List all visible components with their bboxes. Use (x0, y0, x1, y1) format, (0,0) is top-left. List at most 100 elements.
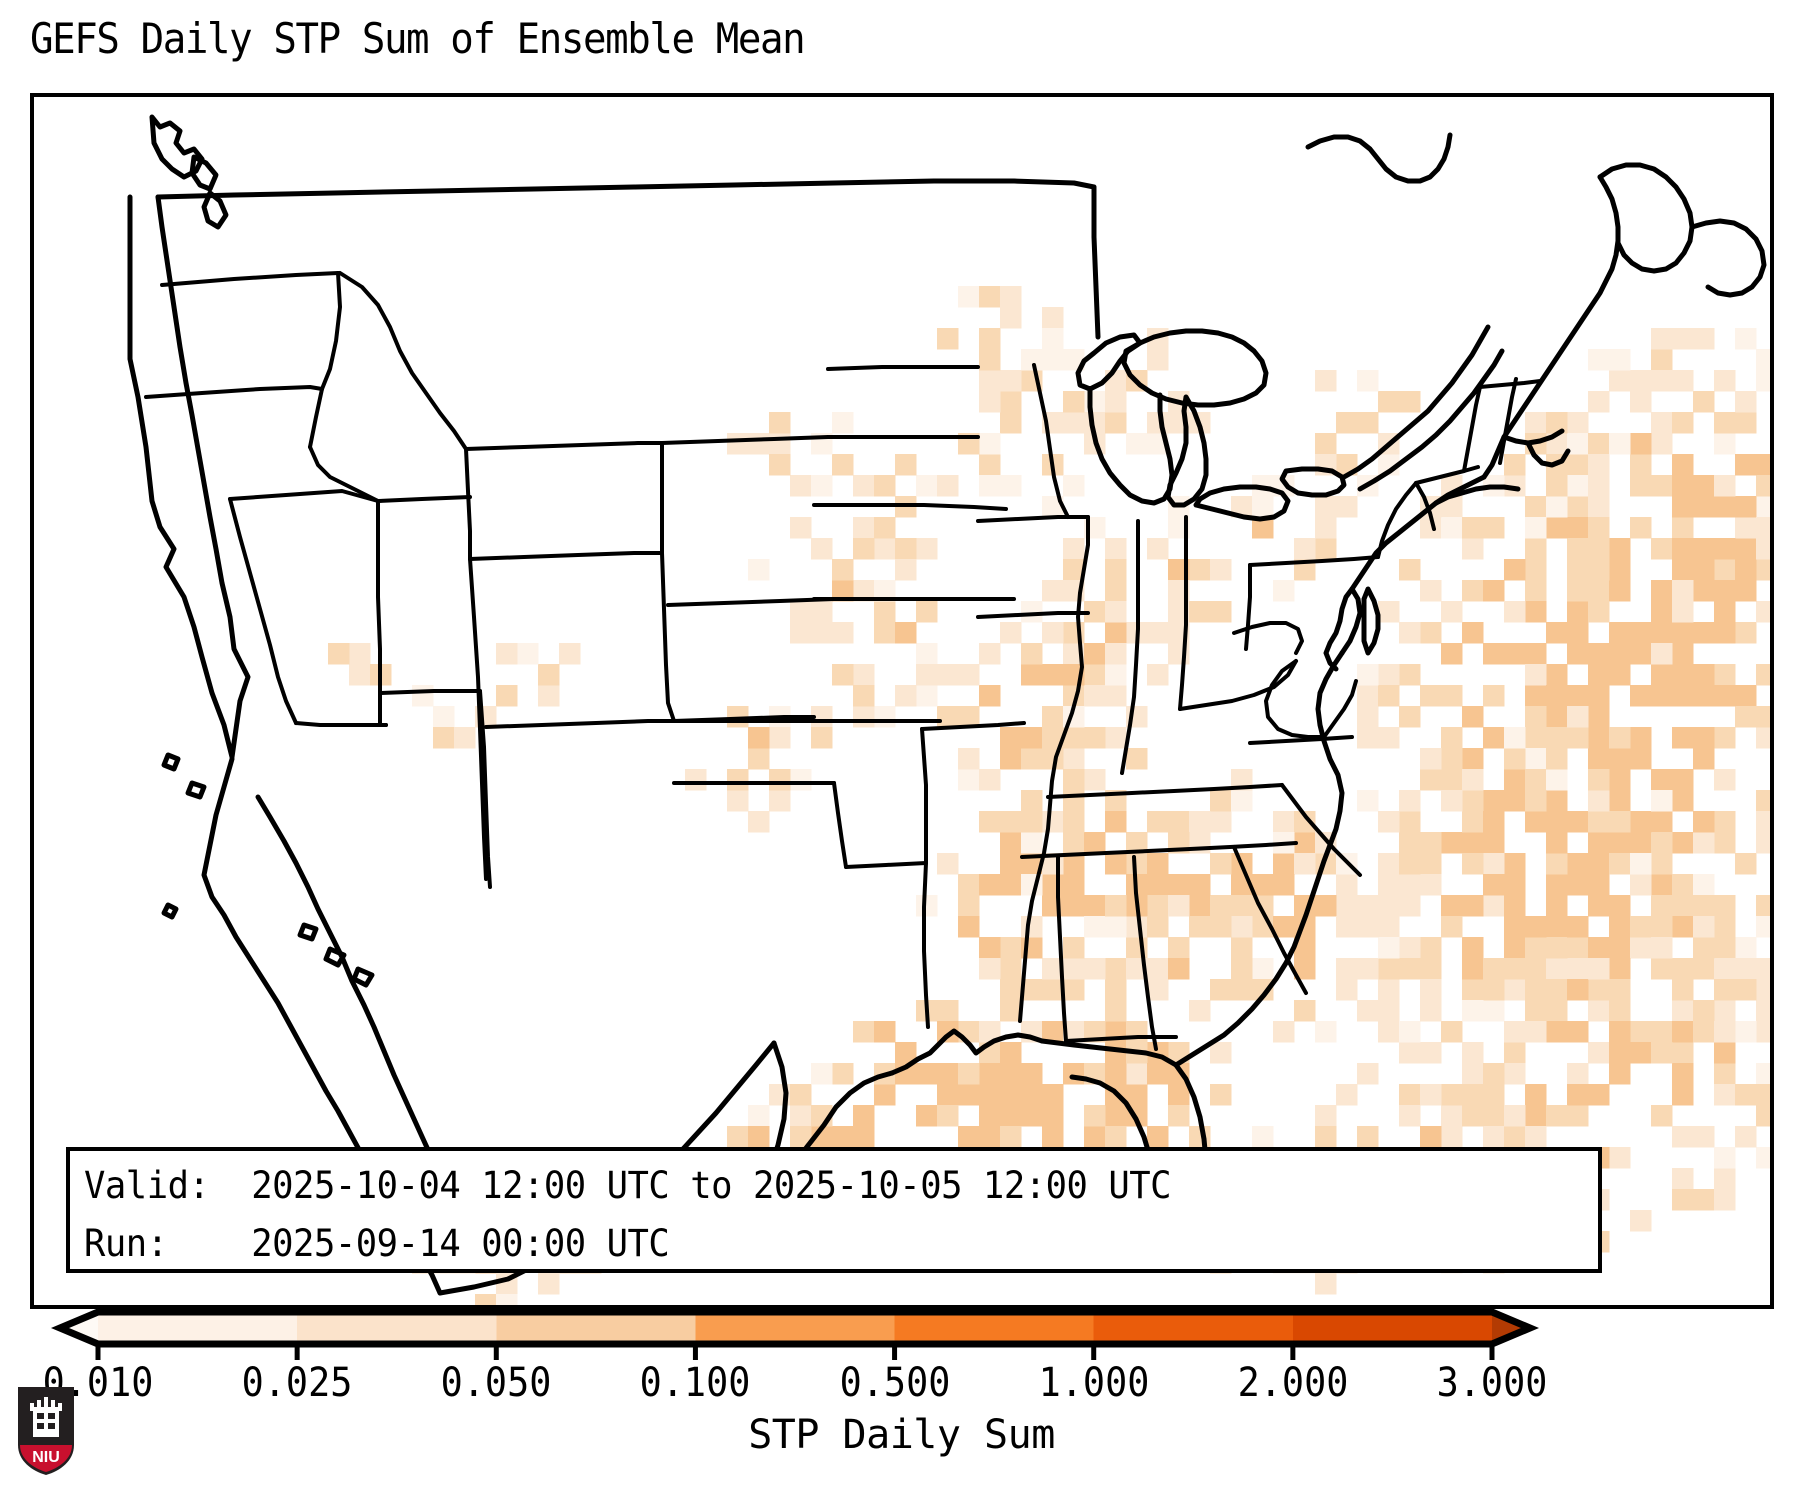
page-title: GEFS Daily STP Sum of Ensemble Mean (30, 14, 806, 63)
data-cell (496, 643, 518, 665)
data-cell (1000, 1042, 1022, 1064)
data-cell (937, 328, 959, 350)
data-cell (1378, 811, 1400, 833)
data-cell (1441, 916, 1463, 938)
data-cell (1651, 769, 1673, 791)
data-cell (1042, 664, 1064, 686)
data-cell (1378, 937, 1400, 959)
data-cell (1651, 874, 1673, 896)
data-cell (1189, 874, 1211, 896)
data-cell (1399, 622, 1421, 644)
data-cell (517, 643, 539, 665)
data-cell (1210, 916, 1232, 938)
data-cell (1147, 622, 1169, 644)
data-cell (1462, 790, 1484, 812)
data-cell (1693, 1000, 1715, 1022)
data-cell (1693, 1021, 1715, 1043)
data-cell (1504, 1042, 1526, 1064)
data-cell (1651, 622, 1673, 644)
data-cell (1021, 1084, 1043, 1106)
data-cell (1525, 643, 1547, 665)
forecast-info-box: Valid: 2025-10-04 12:00 UTC to 2025-10-0… (66, 1147, 1602, 1273)
data-cell (1252, 517, 1274, 539)
data-cell (1714, 475, 1736, 497)
data-cell (1063, 349, 1085, 371)
data-cell (1210, 559, 1232, 581)
data-cell (1042, 328, 1064, 350)
data-cell (790, 622, 812, 644)
data-cell (1504, 853, 1526, 875)
colorbar-axis-label: STP Daily Sum (748, 1412, 1055, 1458)
data-cell (1084, 685, 1106, 707)
data-cell (979, 433, 1001, 455)
data-cell (1000, 748, 1022, 770)
data-cell (1567, 433, 1589, 455)
data-cell (1294, 937, 1316, 959)
data-cell (1525, 601, 1547, 623)
data-cell (1756, 958, 1770, 980)
data-cell (1105, 1000, 1127, 1022)
data-cell (1042, 1021, 1064, 1043)
data-cell (1315, 1126, 1337, 1148)
data-cell (832, 1126, 854, 1148)
data-cell (1462, 895, 1484, 917)
data-cell (1609, 811, 1631, 833)
data-cell (1420, 1000, 1442, 1022)
data-cell (1483, 832, 1505, 854)
data-cell (1630, 748, 1652, 770)
data-cell (1630, 832, 1652, 854)
data-cell (1609, 370, 1631, 392)
data-cell (1714, 1021, 1736, 1043)
data-cell (979, 811, 1001, 833)
data-cell (874, 1021, 896, 1043)
data-cell (1441, 601, 1463, 623)
data-cell (874, 601, 896, 623)
data-cell (1315, 1105, 1337, 1127)
data-cell (1252, 874, 1274, 896)
data-cell (1441, 517, 1463, 539)
data-cell (1714, 559, 1736, 581)
data-cell (1147, 895, 1169, 917)
data-cell (1735, 1084, 1757, 1106)
data-cell (1105, 412, 1127, 434)
data-cell (1609, 664, 1631, 686)
data-cell (1000, 1126, 1022, 1148)
data-cell (538, 664, 560, 686)
data-cell (1609, 349, 1631, 371)
data-cell (496, 685, 518, 707)
data-cell (1525, 979, 1547, 1001)
data-cell (1021, 664, 1043, 686)
data-cell (1483, 853, 1505, 875)
data-cell (1630, 1042, 1652, 1064)
data-cell (1357, 727, 1379, 749)
data-cell (1189, 916, 1211, 938)
data-cell (874, 538, 896, 560)
data-cell (1609, 433, 1631, 455)
data-cell (853, 664, 875, 686)
data-cell (1168, 895, 1190, 917)
data-cell (1588, 517, 1610, 539)
data-cell (937, 664, 959, 686)
data-cell (1042, 580, 1064, 602)
data-cell (1273, 580, 1295, 602)
data-cell (1399, 937, 1421, 959)
data-cell (1000, 370, 1022, 392)
data-cell (1420, 622, 1442, 644)
colorbar-tick-label: 0.050 (440, 1360, 552, 1406)
data-cell (1357, 1126, 1379, 1148)
data-cell (1441, 727, 1463, 749)
data-cell (1189, 559, 1211, 581)
data-cell (1357, 706, 1379, 728)
data-cell (1651, 349, 1673, 371)
data-cell (1525, 664, 1547, 686)
data-cell (916, 1063, 938, 1085)
data-cell (1546, 1021, 1568, 1043)
data-cell (1441, 769, 1463, 791)
data-cell (1693, 727, 1715, 749)
data-cell (1147, 811, 1169, 833)
data-cell (1609, 580, 1631, 602)
data-cell (1231, 937, 1253, 959)
data-cell (832, 580, 854, 602)
data-cell (1588, 1042, 1610, 1064)
data-cell (1672, 958, 1694, 980)
